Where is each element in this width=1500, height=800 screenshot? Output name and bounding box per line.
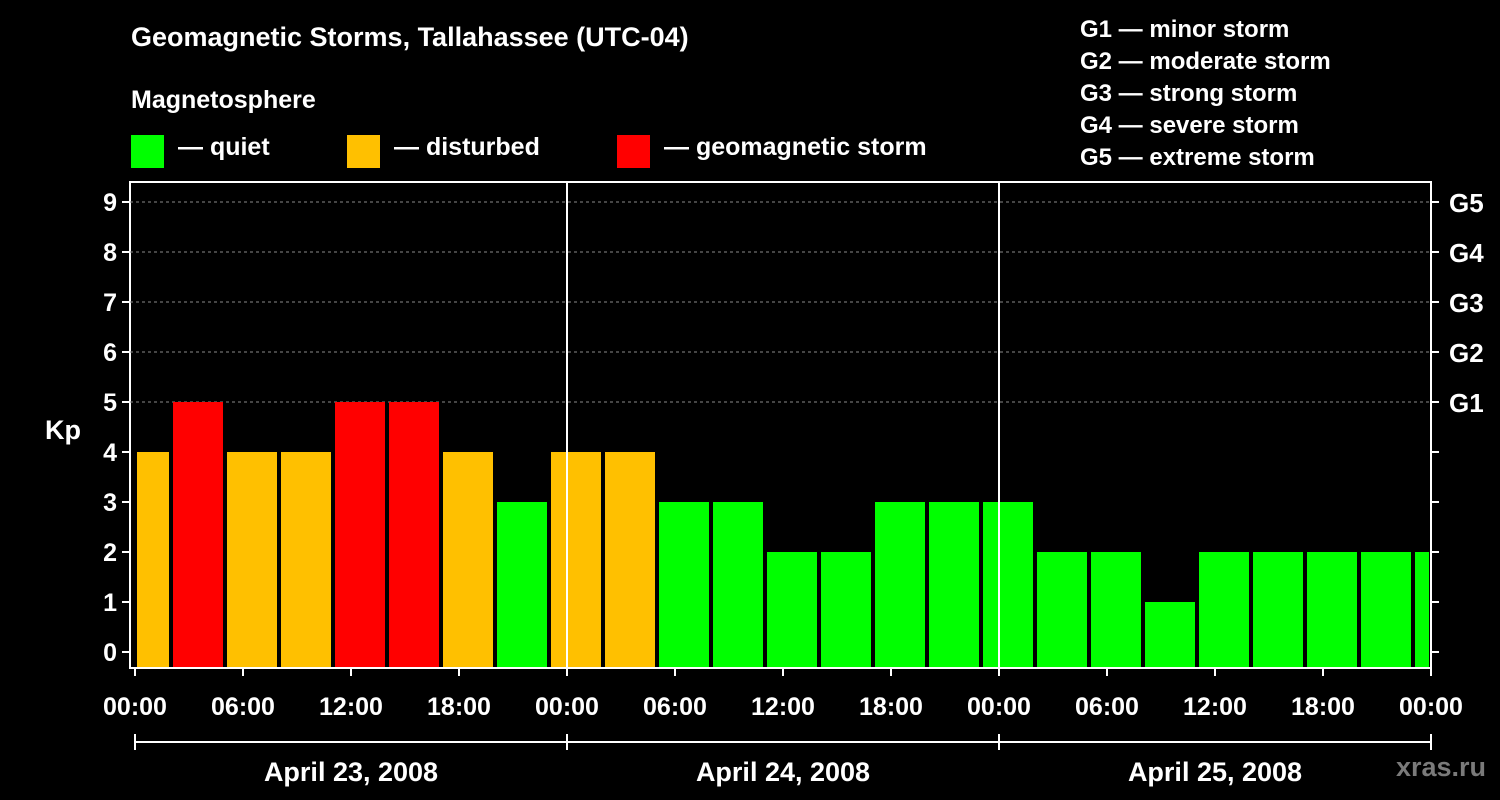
- g-legend-item: G1 — minor storm: [1080, 16, 1290, 43]
- kp-bar: [281, 452, 331, 667]
- y-tick-label: 5: [103, 389, 117, 417]
- kp-bar: [767, 552, 817, 667]
- kp-bar: [1415, 552, 1429, 667]
- kp-bar: [1145, 602, 1195, 667]
- y-tick-label: 7: [103, 289, 117, 317]
- y-axis-label: Kp: [45, 415, 81, 445]
- y-tick-label: 6: [103, 339, 117, 367]
- kp-bar: [551, 452, 601, 667]
- source-credit: xras.ru: [1395, 752, 1486, 782]
- kp-bar: [1307, 552, 1357, 667]
- plot-frame: [129, 181, 1432, 669]
- g-scale-label: G2: [1449, 338, 1484, 368]
- y-tick-label: 4: [103, 439, 117, 467]
- g-legend-item: G2 — moderate storm: [1080, 48, 1331, 75]
- chart-subtitle: Magnetosphere: [131, 86, 316, 114]
- kp-bar: [983, 502, 1033, 667]
- kp-bar: [875, 502, 925, 667]
- kp-bar: [1037, 552, 1087, 667]
- y-tick-label: 9: [103, 189, 117, 217]
- legend-swatch-disturbed: [347, 135, 380, 168]
- kp-bar: [335, 402, 385, 667]
- kp-bar: [173, 402, 223, 667]
- kp-bar: [389, 402, 439, 667]
- x-tick-label: 18:00: [427, 693, 491, 721]
- x-tick-label: 06:00: [1075, 693, 1139, 721]
- x-tick-label: 00:00: [103, 693, 167, 721]
- kp-bar: [1361, 552, 1411, 667]
- day-label: April 25, 2008: [1128, 757, 1302, 787]
- x-tick-label: 18:00: [859, 693, 923, 721]
- kp-bar: [1199, 552, 1249, 667]
- g-legend-item: G4 — severe storm: [1080, 112, 1299, 139]
- kp-bar: [497, 502, 547, 667]
- y-tick-label: 2: [103, 539, 117, 567]
- x-tick-label: 06:00: [211, 693, 275, 721]
- chart-title: Geomagnetic Storms, Tallahassee (UTC-04): [131, 22, 689, 52]
- x-tick-label: 00:00: [967, 693, 1031, 721]
- day-label: April 24, 2008: [696, 757, 870, 787]
- x-tick-label: 12:00: [1183, 693, 1247, 721]
- x-tick-label: 12:00: [319, 693, 383, 721]
- y-tick-label: 1: [103, 589, 117, 617]
- legend-label-disturbed: — disturbed: [394, 133, 540, 161]
- g-scale-label: G3: [1449, 288, 1484, 318]
- legend-swatch-quiet: [131, 135, 164, 168]
- legend-swatch-storm: [617, 135, 650, 168]
- x-tick-label: 12:00: [751, 693, 815, 721]
- kp-bar: [605, 452, 655, 667]
- x-tick-label: 18:00: [1291, 693, 1355, 721]
- x-tick-label: 00:00: [1399, 693, 1463, 721]
- legend-label-storm: — geomagnetic storm: [664, 133, 927, 161]
- y-tick-label: 0: [103, 639, 117, 667]
- x-tick-label: 00:00: [535, 693, 599, 721]
- legend-label-quiet: — quiet: [178, 133, 270, 161]
- kp-bar: [713, 502, 763, 667]
- g-legend-item: G5 — extreme storm: [1080, 144, 1315, 171]
- kp-bar: [227, 452, 277, 667]
- g-scale-label: G1: [1449, 388, 1484, 418]
- x-tick-label: 06:00: [643, 693, 707, 721]
- day-label: April 23, 2008: [264, 757, 438, 787]
- g-scale-label: G5: [1449, 188, 1484, 218]
- y-tick-label: 8: [103, 239, 117, 267]
- kp-bar: [1091, 552, 1141, 667]
- g-scale-legend: G1 — minor storm G2 — moderate storm G3 …: [1080, 14, 1331, 174]
- kp-bar: [659, 502, 709, 667]
- kp-bar: [137, 452, 169, 667]
- kp-bar: [1253, 552, 1303, 667]
- y-tick-label: 3: [103, 489, 117, 517]
- kp-bar: [821, 552, 871, 667]
- kp-bar: [929, 502, 979, 667]
- g-legend-item: G3 — strong storm: [1080, 80, 1298, 107]
- g-scale-label: G4: [1449, 238, 1484, 268]
- kp-bar: [443, 452, 493, 667]
